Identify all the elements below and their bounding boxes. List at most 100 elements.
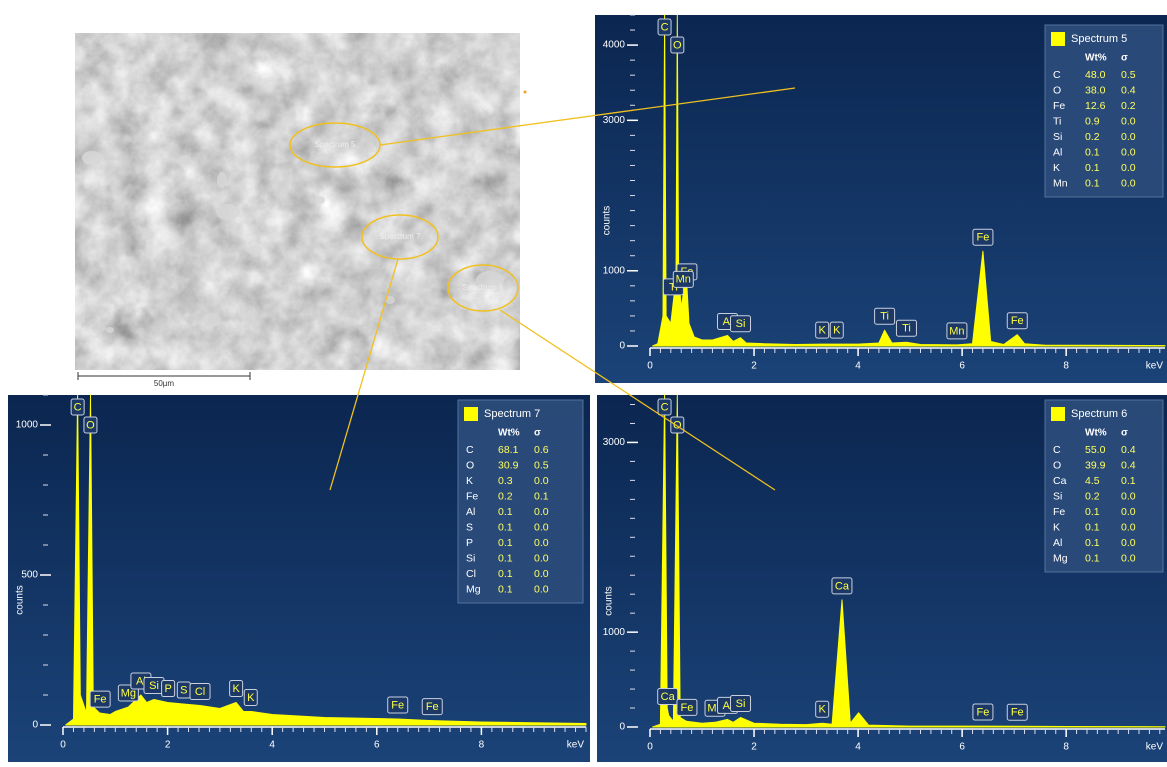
- peak-label: Fe: [977, 232, 990, 244]
- y-tick-label: 0: [32, 720, 38, 731]
- y-tick-label: 1000: [603, 265, 626, 276]
- table-value: 0.0: [1121, 177, 1136, 189]
- table-value: 0.5: [534, 459, 549, 471]
- table-value: 0.1: [498, 537, 513, 549]
- x-tick-label: 2: [165, 740, 171, 751]
- peak-label: Ti: [902, 323, 911, 335]
- peak-label: O: [86, 419, 95, 431]
- table-value: 0.1: [1085, 177, 1100, 189]
- x-tick-label: 0: [647, 742, 653, 753]
- legend-swatch: [1051, 407, 1065, 421]
- table-element: C: [1053, 69, 1061, 81]
- table-value: 0.1: [1121, 475, 1136, 487]
- y-tick-label: 1000: [16, 420, 39, 431]
- table-value: 0.1: [1085, 537, 1100, 549]
- table-value: 0.0: [534, 552, 549, 564]
- y-tick-label: 3000: [603, 437, 626, 448]
- x-tick-label: 8: [1063, 742, 1069, 753]
- table-value: 0.2: [498, 490, 513, 502]
- table-element: Ca: [1053, 475, 1067, 487]
- table-element: Mn: [1053, 177, 1068, 189]
- table-element: C: [466, 444, 474, 456]
- table-value: 0.0: [534, 475, 549, 487]
- table-element: K: [1053, 521, 1060, 533]
- peak-label: Fe: [681, 702, 694, 714]
- peak-label: Fe: [1011, 707, 1024, 719]
- y-tick-label: 0: [619, 722, 625, 733]
- marker-dot: [524, 91, 527, 94]
- table-element: C: [1053, 444, 1061, 456]
- table-element: Si: [1053, 490, 1062, 502]
- table-value: 0.0: [1121, 490, 1136, 502]
- peak-label: Cl: [195, 686, 205, 698]
- table-value: 38.0: [1085, 84, 1106, 96]
- table-value: 0.0: [534, 521, 549, 533]
- x-tick-label: 2: [751, 742, 757, 753]
- x-tick-label: 0: [60, 740, 66, 751]
- table-value: 0.5: [1121, 69, 1136, 81]
- y-tick-label: 0: [619, 341, 625, 352]
- peak-label: Fe: [426, 701, 439, 713]
- table-element: Al: [466, 506, 475, 518]
- table-value: 55.0: [1085, 444, 1106, 456]
- peak-label: Si: [736, 318, 746, 330]
- sem-image: 50µm Spectrum 5 Spectrum 7 Spectrum 6: [75, 33, 527, 388]
- peak-label: Ti: [880, 311, 889, 323]
- x-tick-label: 6: [959, 742, 965, 753]
- x-unit: keV: [1146, 361, 1164, 372]
- table-value: 0.1: [1085, 506, 1100, 518]
- table-value: 0.1: [1085, 521, 1100, 533]
- table-value: 0.0: [534, 568, 549, 580]
- table-value: 0.2: [1085, 490, 1100, 502]
- legend-label: Spectrum 7: [484, 408, 540, 420]
- table-element: Cl: [466, 568, 476, 580]
- y-tick-label: 500: [21, 570, 38, 581]
- table-header: σ: [1121, 428, 1128, 439]
- table-value: 68.1: [498, 444, 519, 456]
- table-value: 0.0: [1121, 537, 1136, 549]
- table-header: Wt%: [1085, 428, 1107, 439]
- peak-label: Mn: [676, 274, 691, 286]
- table-value: 0.1: [1085, 146, 1100, 158]
- table-element: Al: [1053, 146, 1062, 158]
- table-element: Fe: [1053, 100, 1065, 112]
- x-unit: keV: [567, 740, 585, 751]
- table-value: 0.1: [498, 506, 513, 518]
- table-value: 0.0: [1121, 506, 1136, 518]
- peak-label: Fe: [977, 706, 990, 718]
- table-element: Fe: [466, 490, 478, 502]
- table-element: Si: [1053, 131, 1062, 143]
- peak-label: P: [164, 683, 171, 695]
- x-tick-label: 6: [959, 361, 965, 372]
- peak-label: K: [232, 683, 240, 695]
- table-value: 0.0: [1121, 146, 1136, 158]
- table-value: 4.5: [1085, 475, 1100, 487]
- table-value: 0.0: [1121, 521, 1136, 533]
- table-element: Ti: [1053, 115, 1061, 127]
- region-label: Spectrum 6: [463, 283, 504, 292]
- peak-label: C: [74, 401, 82, 413]
- table-element: S: [466, 521, 473, 533]
- peak-label: Ca: [835, 580, 850, 592]
- x-tick-label: 8: [479, 740, 485, 751]
- x-tick-label: 2: [751, 361, 757, 372]
- peak-label: O: [673, 419, 682, 431]
- table-element: Si: [466, 552, 475, 564]
- table-element: Mg: [1053, 552, 1068, 564]
- table-value: 0.0: [534, 583, 549, 595]
- table-element: Al: [1053, 537, 1062, 549]
- x-tick-label: 4: [269, 740, 275, 751]
- y-axis-label: counts: [604, 586, 615, 615]
- x-tick-label: 4: [855, 361, 861, 372]
- table-value: 0.1: [1085, 162, 1100, 174]
- table-value: 0.4: [1121, 84, 1136, 96]
- y-axis-label: counts: [602, 206, 613, 235]
- table-value: 0.4: [1121, 459, 1136, 471]
- peak-label: C: [661, 21, 669, 33]
- peak-label: Ca: [661, 691, 676, 703]
- table-value: 39.9: [1085, 459, 1106, 471]
- scale-bar-label: 50µm: [154, 379, 175, 388]
- spectrum-panel: 010003000counts02468keVCOCaFeMgAlSiKCaFe…: [597, 395, 1167, 762]
- peak-label: K: [819, 325, 827, 337]
